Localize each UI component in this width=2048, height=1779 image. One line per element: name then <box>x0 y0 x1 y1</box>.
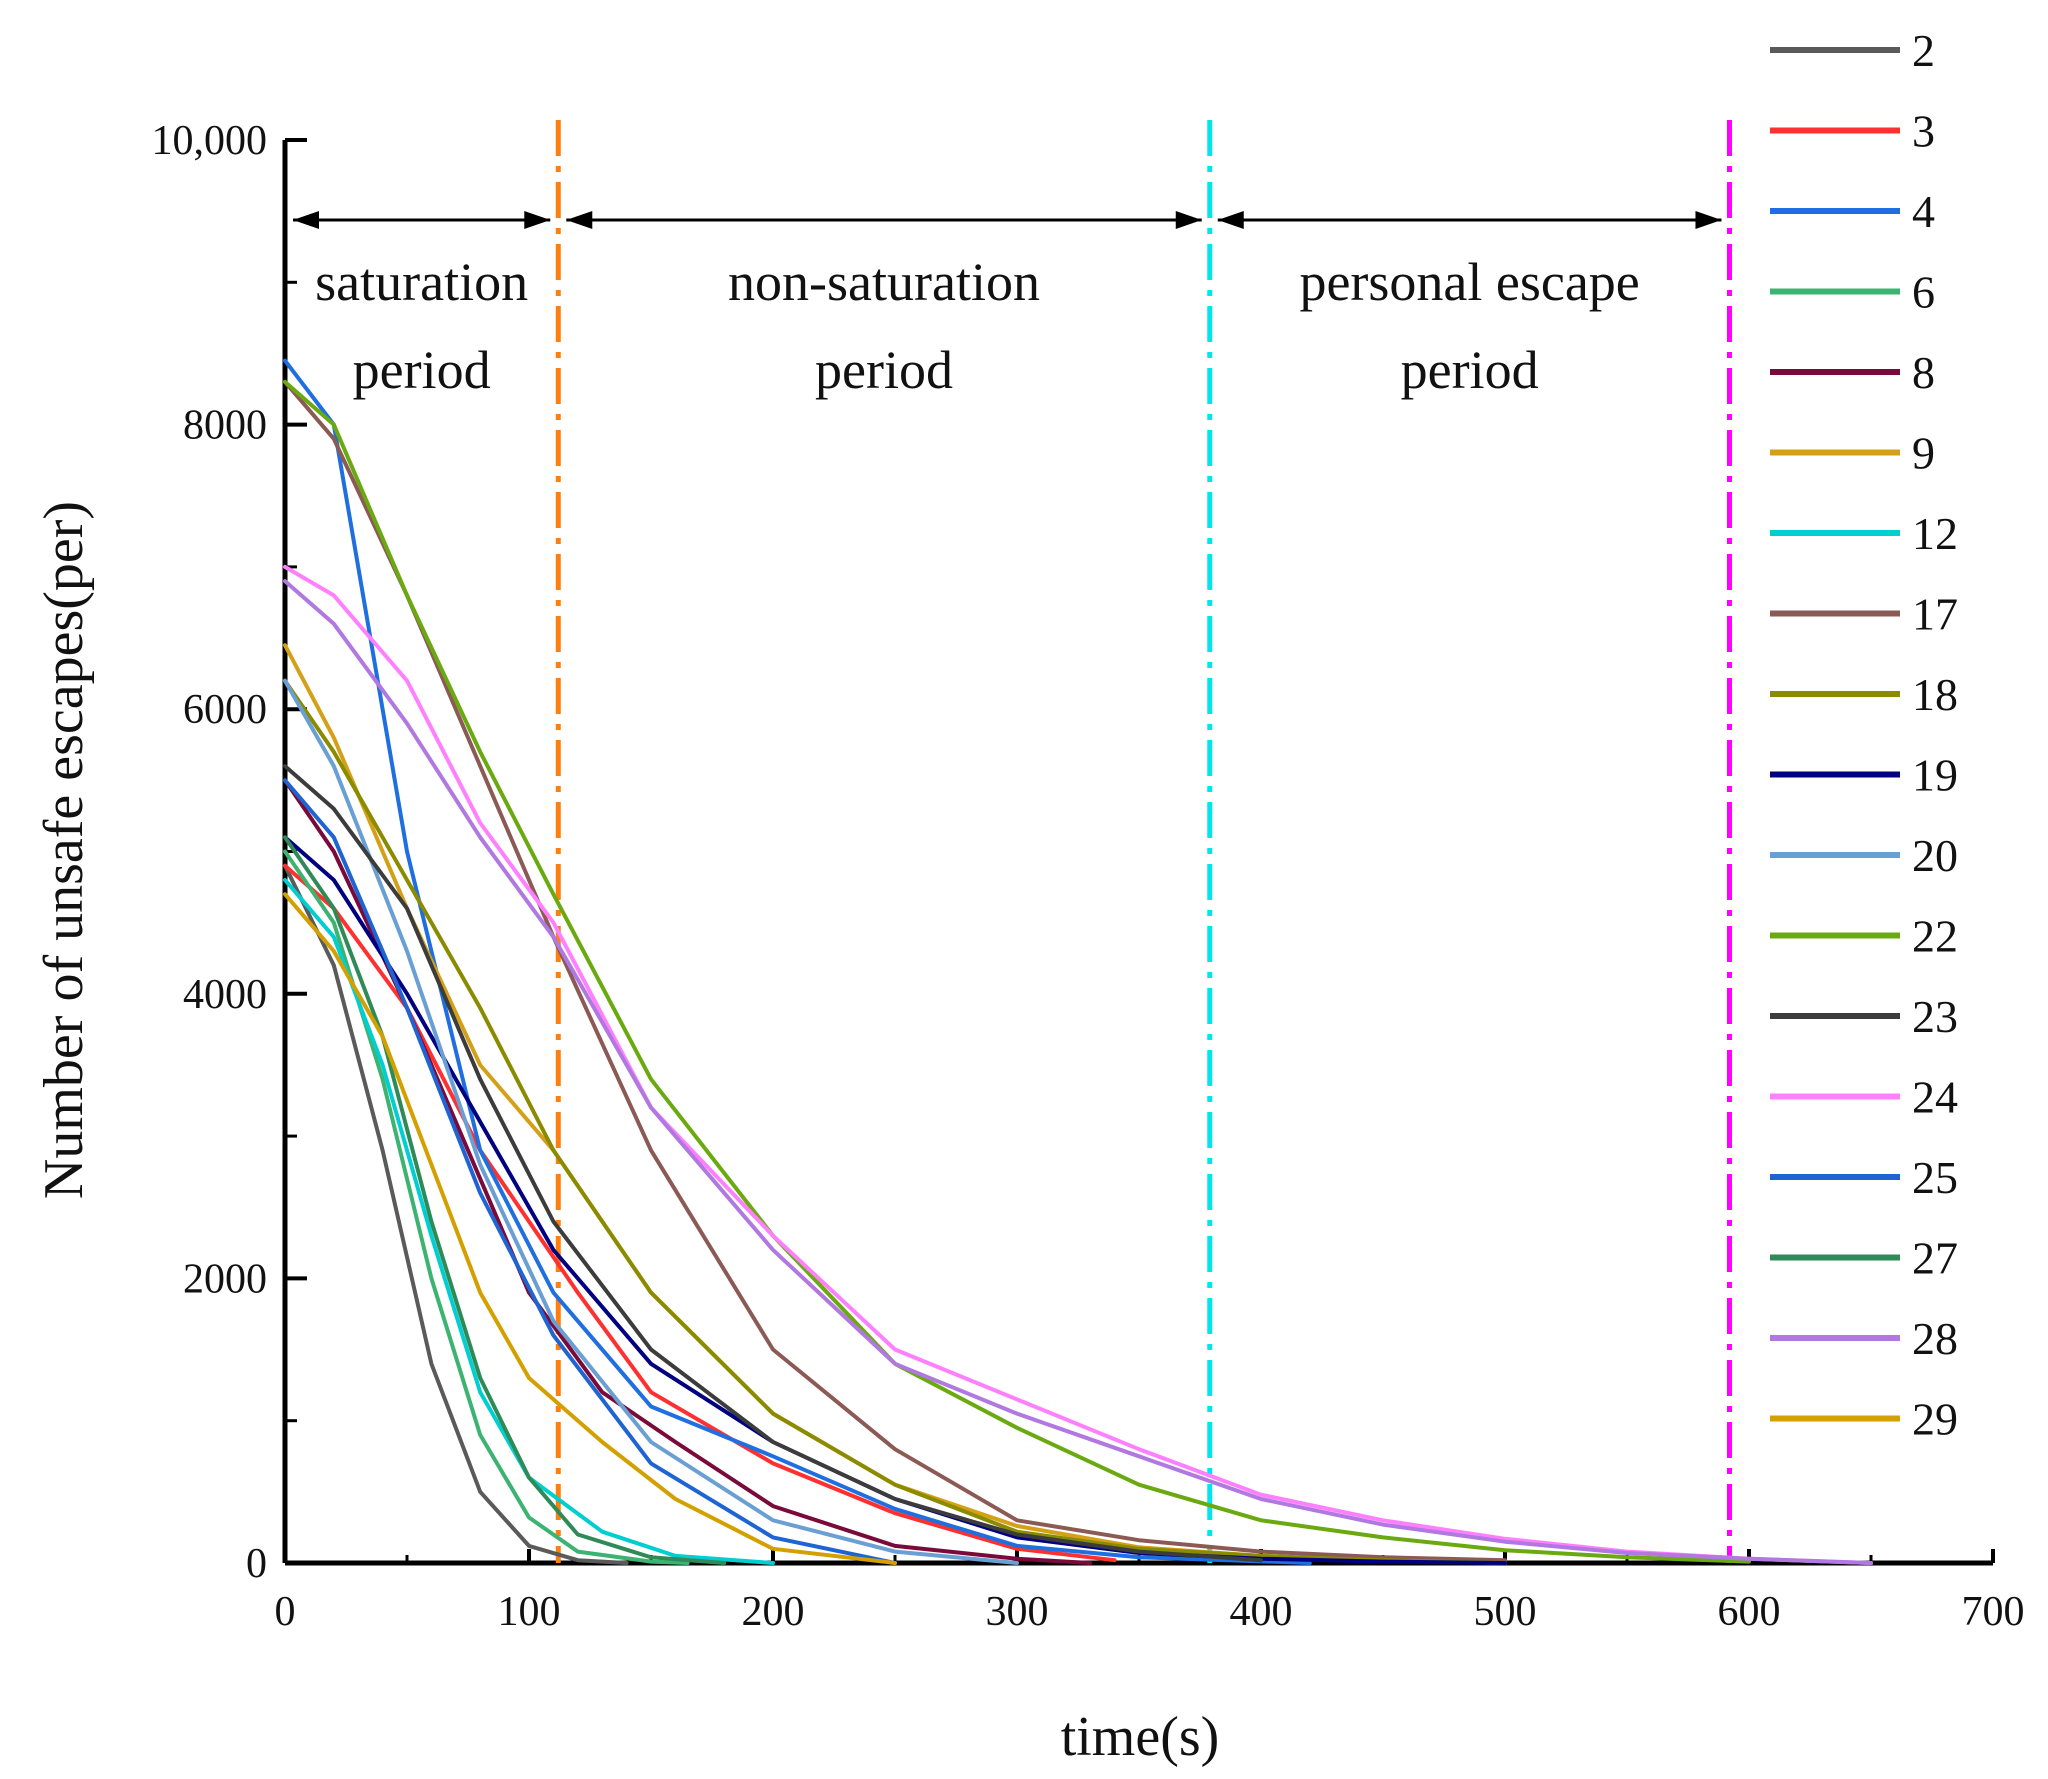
series-line-4 <box>283 358 1312 1565</box>
y-tick-label: 2000 <box>183 1256 267 1302</box>
x-tick-label: 600 <box>1718 1589 1781 1635</box>
period-label-line1: non-saturation <box>728 252 1040 312</box>
legend-label-3: 3 <box>1912 106 1935 157</box>
y-tick-label: 4000 <box>183 972 267 1018</box>
series-line-18 <box>283 678 1507 1565</box>
legend-label-9: 9 <box>1912 428 1935 479</box>
period-arrow-head-left <box>293 211 319 229</box>
series-line-29 <box>283 892 897 1565</box>
series-line-3 <box>283 863 1117 1563</box>
legend-label-22: 22 <box>1912 911 1958 962</box>
period-arrow-head-right <box>524 211 551 229</box>
period-arrow-head-left <box>1217 211 1244 229</box>
x-tick-label: 700 <box>1962 1589 2025 1635</box>
x-tick-label: 200 <box>742 1589 805 1635</box>
legend-label-23: 23 <box>1912 991 1958 1042</box>
legend-label-29: 29 <box>1912 1394 1958 1445</box>
series-line-23 <box>283 764 1263 1563</box>
period-label-line2: period <box>1401 340 1539 400</box>
series-line-25 <box>283 778 897 1565</box>
y-tick-label: 6000 <box>183 687 267 733</box>
y-axis-title: Number of unsafe escapes(per) <box>33 501 95 1199</box>
series-line-22 <box>283 379 1751 1564</box>
series-line-19 <box>283 835 1507 1565</box>
legend-label-28: 28 <box>1912 1313 1958 1364</box>
legend-label-8: 8 <box>1912 347 1935 398</box>
series-line-24 <box>283 564 1873 1565</box>
period-label-line1: saturation <box>315 252 528 312</box>
series-line-28 <box>283 579 1873 1565</box>
period-arrow-head-left <box>566 211 593 229</box>
y-tick-label: 0 <box>246 1541 267 1587</box>
period-arrow-head-right <box>1175 211 1202 229</box>
legend-label-2: 2 <box>1912 25 1935 76</box>
period-label-line2: period <box>353 340 491 400</box>
series-line-2 <box>283 863 629 1565</box>
series-line-17 <box>283 379 1507 1563</box>
legend-label-27: 27 <box>1912 1233 1958 1284</box>
legend-label-24: 24 <box>1912 1072 1958 1123</box>
period-label-line1: personal escape <box>1299 252 1639 312</box>
x-tick-label: 0 <box>275 1589 296 1635</box>
legend-label-12: 12 <box>1912 508 1958 559</box>
x-tick-label: 300 <box>986 1589 1049 1635</box>
x-tick-label: 100 <box>498 1589 561 1635</box>
legend-label-4: 4 <box>1912 186 1935 237</box>
x-axis-title: time(s) <box>1061 1706 1220 1768</box>
legend-label-17: 17 <box>1912 589 1958 640</box>
legend-label-6: 6 <box>1912 267 1935 318</box>
y-tick-label: 10,000 <box>152 118 268 164</box>
legend-label-25: 25 <box>1912 1152 1958 1203</box>
x-tick-label: 400 <box>1230 1589 1293 1635</box>
period-arrow-head-right <box>1695 211 1722 229</box>
x-tick-label: 500 <box>1474 1589 1537 1635</box>
series-line-20 <box>283 678 1019 1565</box>
period-label-line2: period <box>815 340 953 400</box>
legend-label-18: 18 <box>1912 669 1958 720</box>
y-tick-label: 8000 <box>183 403 267 449</box>
series-line-27 <box>283 835 727 1565</box>
legend-label-19: 19 <box>1912 750 1958 801</box>
legend-label-20: 20 <box>1912 830 1958 881</box>
